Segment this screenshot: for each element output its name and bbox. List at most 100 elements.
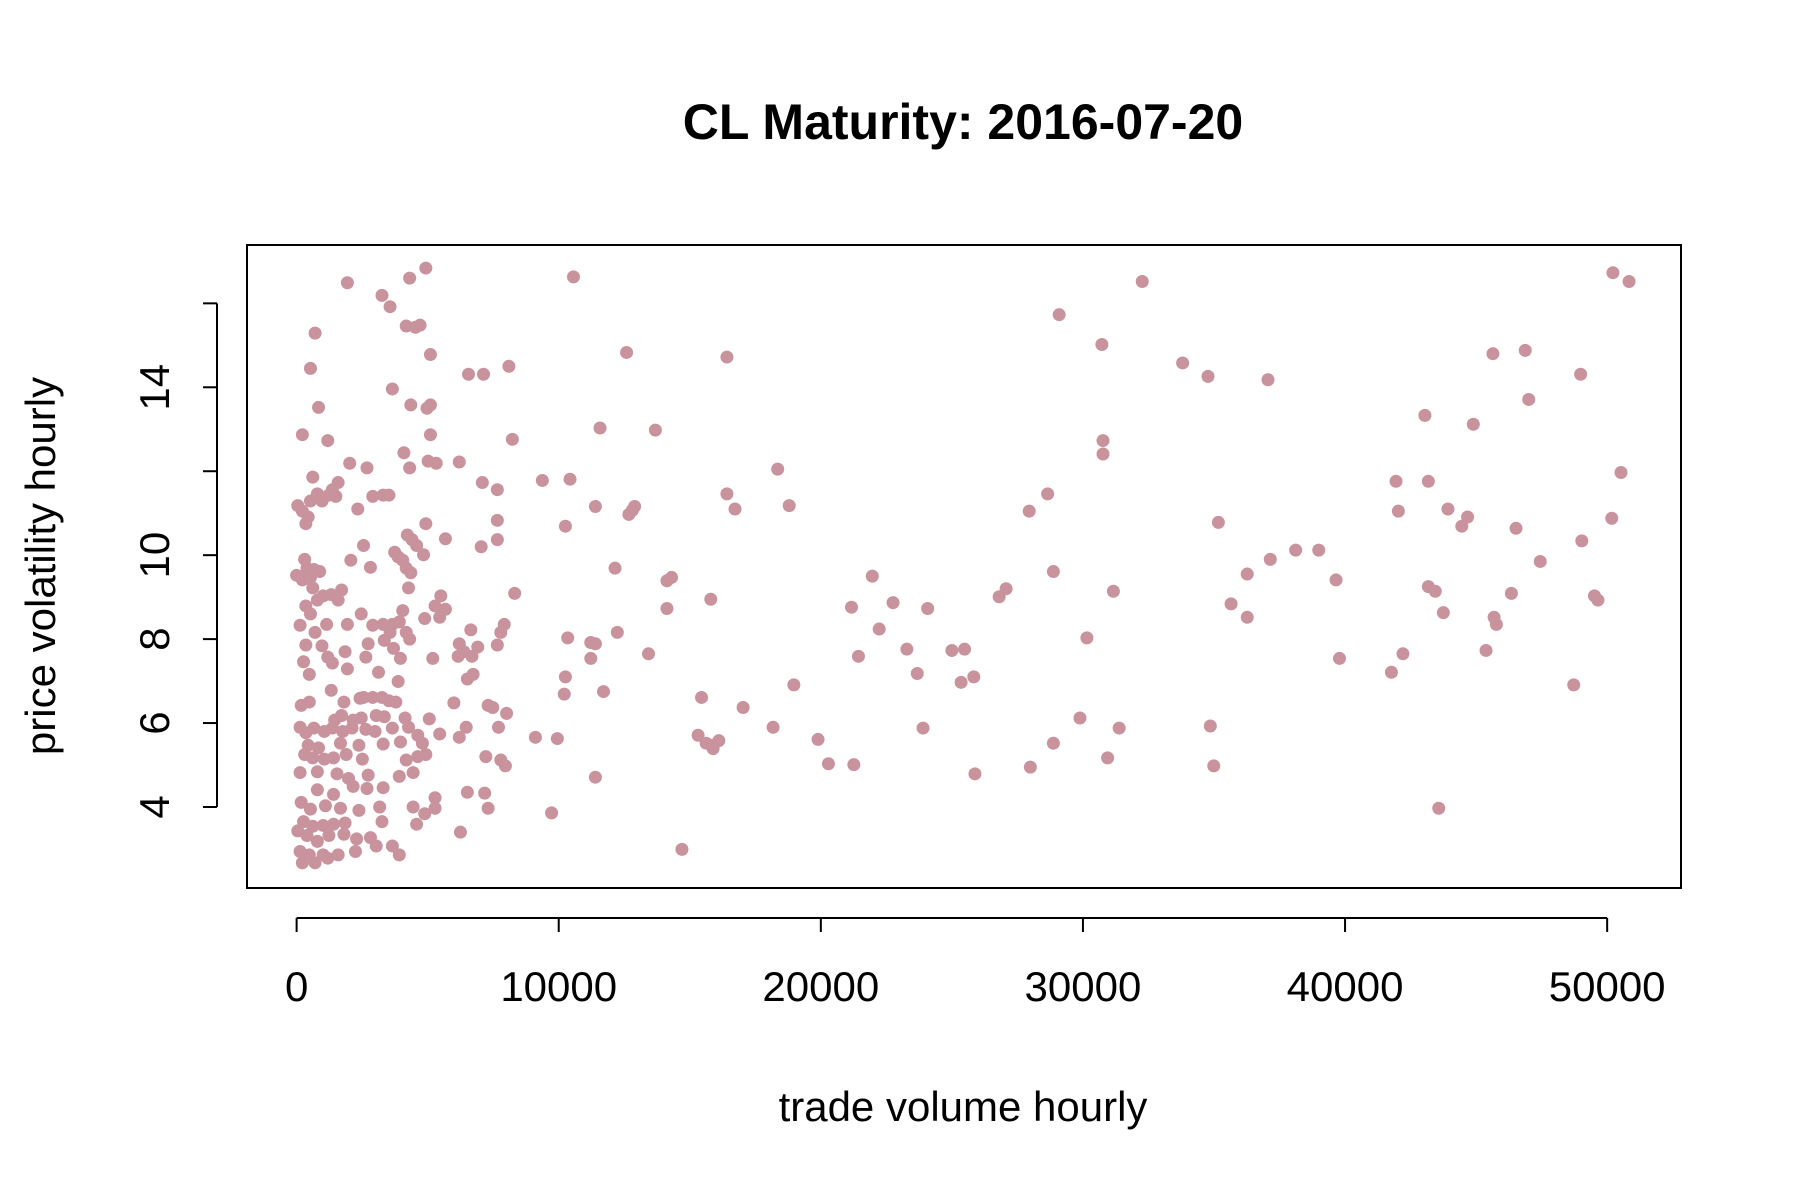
point [376, 737, 390, 751]
point [945, 643, 959, 657]
point [320, 617, 334, 631]
point [419, 748, 433, 762]
point [330, 767, 344, 781]
point [350, 832, 364, 846]
y-tick-label: 8 [131, 627, 178, 650]
point [1396, 647, 1410, 661]
point [337, 827, 351, 841]
point [335, 583, 349, 597]
point [396, 604, 410, 618]
point [352, 803, 366, 817]
point [418, 807, 432, 821]
x-tick-label: 50000 [1549, 963, 1666, 1010]
point [369, 839, 383, 853]
point [811, 732, 825, 746]
point [1391, 504, 1405, 518]
point [393, 735, 407, 749]
point [900, 642, 914, 656]
y-tick-label: 6 [131, 711, 178, 734]
point [508, 586, 522, 600]
point [295, 428, 309, 442]
point [992, 590, 1006, 604]
point [610, 625, 624, 639]
point [299, 517, 313, 531]
point [1203, 719, 1217, 733]
point [478, 786, 492, 800]
point [1504, 586, 1518, 600]
point [422, 712, 436, 726]
point [297, 655, 311, 669]
point [865, 569, 879, 583]
point [308, 326, 322, 340]
point [392, 848, 406, 862]
point [308, 625, 322, 639]
point [1080, 631, 1094, 645]
point [490, 533, 504, 547]
point [403, 632, 417, 646]
point [465, 649, 479, 663]
point [338, 816, 352, 830]
point [620, 345, 634, 359]
point [413, 318, 427, 332]
point [310, 783, 324, 797]
chart-title: CL Maturity: 2016-07-20 [683, 94, 1243, 150]
point [303, 802, 317, 816]
point [321, 434, 335, 448]
point [360, 782, 374, 796]
x-axis-label: trade volume hourly [779, 1083, 1148, 1130]
point [312, 741, 326, 755]
point [1622, 275, 1636, 289]
point [423, 398, 437, 412]
point [310, 593, 324, 607]
point [392, 615, 406, 629]
point [417, 548, 431, 562]
point [545, 806, 559, 820]
point [588, 770, 602, 784]
point [1574, 367, 1588, 381]
point [460, 785, 474, 799]
point [415, 736, 429, 750]
point [324, 683, 338, 697]
point [1023, 760, 1037, 774]
point [566, 270, 580, 284]
point [1224, 597, 1238, 611]
point [340, 617, 354, 631]
point [310, 765, 324, 779]
point [561, 631, 575, 645]
point [1096, 434, 1110, 448]
y-tick-label: 10 [131, 532, 178, 579]
point [1428, 584, 1442, 598]
point [1432, 801, 1446, 815]
point [391, 675, 405, 689]
point [1073, 711, 1087, 725]
point [502, 359, 516, 373]
point [500, 706, 514, 720]
point [1486, 347, 1500, 361]
point [558, 670, 572, 684]
point [498, 759, 512, 773]
point [385, 839, 399, 853]
point [308, 856, 322, 870]
point [481, 801, 495, 815]
point [872, 622, 886, 636]
point [389, 695, 403, 709]
point [464, 623, 478, 637]
point [1418, 408, 1432, 422]
point [1096, 447, 1110, 461]
point [375, 815, 389, 829]
point [373, 800, 387, 814]
point [303, 494, 317, 508]
point [406, 800, 420, 814]
point [910, 667, 924, 681]
point [704, 592, 718, 606]
point [315, 639, 329, 653]
point [418, 612, 432, 626]
point [494, 625, 508, 639]
point [486, 701, 500, 715]
point [294, 795, 308, 809]
point [419, 261, 433, 275]
point [967, 670, 981, 684]
point [406, 766, 420, 780]
point [345, 721, 359, 735]
